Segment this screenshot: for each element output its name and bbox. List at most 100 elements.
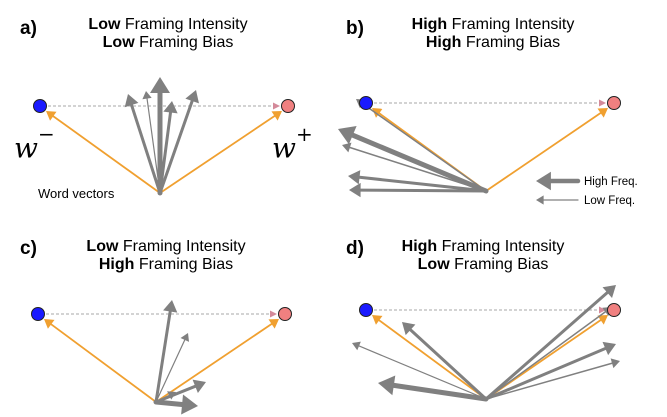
panel-a-word-vector-2-head xyxy=(142,91,152,100)
panel-d-word-vector-4-shaft xyxy=(484,291,609,401)
legend-high-label: High Freq. xyxy=(584,176,638,188)
panel-a-letter: a) xyxy=(20,18,37,39)
panel-b-bias-text: Framing Bias xyxy=(461,34,561,51)
panel-c-w-plus-node xyxy=(278,307,292,321)
panel-d-letter: d) xyxy=(346,238,364,259)
panel-d-intensity-level: High xyxy=(401,238,438,255)
panel-c-word-vector-2-head xyxy=(180,333,190,342)
panel-a-word-vector-3-head xyxy=(150,77,170,93)
panel-b-minus-vector-head xyxy=(372,108,383,118)
panel-b-word-vector-4-shaft xyxy=(358,175,488,193)
panel-d-word-vector-7-shaft xyxy=(485,311,607,400)
panel-d-title: High Framing Intensity Low Framing Bias xyxy=(390,238,576,274)
panel-a-minus-vector-shaft xyxy=(52,115,161,194)
panel-d-minus-vector-head xyxy=(372,315,383,325)
panel-c-word-vector-4-head xyxy=(181,394,198,415)
panel-c-word-vector-1-head xyxy=(163,300,178,313)
w-plus-sup: + xyxy=(295,122,313,146)
panel-b-plus-vector-shaft xyxy=(485,112,602,192)
panel-c-pole-axis-head xyxy=(270,310,277,318)
panel-a-word-vector-4-head xyxy=(163,101,178,114)
legend-low-label: Low Freq. xyxy=(584,195,636,207)
panel-d-word-vector-6-shaft xyxy=(485,362,613,400)
panel-b-intensity-level: High xyxy=(411,16,448,33)
panel-b-w-plus-node xyxy=(607,96,621,110)
legend-high-arrow-head xyxy=(536,171,551,191)
panel-c-plus-vector-head xyxy=(268,319,279,329)
w-plus-base: w xyxy=(272,131,296,165)
panel-d-word-vector-1-shaft xyxy=(409,328,488,401)
panel-a-word-vector-4-shaft xyxy=(158,111,172,195)
panel-a-pole-axis-head xyxy=(273,102,280,110)
panel-a-plus-vector-shaft xyxy=(159,115,276,194)
panel-a-intensity-level: Low xyxy=(88,16,121,33)
panel-c-minus-vector-head xyxy=(44,319,55,329)
panel-c-word-vector-5-head xyxy=(167,391,176,400)
panel-a-bias-text: Framing Bias xyxy=(134,34,234,51)
panel-a-minus-vector-head xyxy=(46,111,57,121)
panel-b-title: High Framing Intensity High Framing Bias xyxy=(400,16,586,52)
w-minus-label: w− xyxy=(14,122,55,165)
panel-b-pole-axis-head xyxy=(599,99,606,107)
panel-a-w-plus-node xyxy=(281,99,295,113)
panel-c-word-vector-3-head xyxy=(192,379,206,393)
panel-a-bias-level: Low xyxy=(102,34,135,51)
panel-c-bias-text: Framing Bias xyxy=(134,256,234,273)
panel-c-title: Low Framing Intensity High Framing Bias xyxy=(73,238,259,274)
panel-d-w-plus-node xyxy=(607,303,621,317)
word-vectors-label: Word vectors xyxy=(38,186,115,201)
panel-c-w-minus-node xyxy=(31,307,45,321)
panel-d-minus-vector-shaft xyxy=(378,319,487,400)
panel-d-word-vector-5-shaft xyxy=(484,347,607,401)
panel-d-w-minus-node xyxy=(359,303,373,317)
panel-d-word-vector-2-head xyxy=(352,341,361,351)
panel-d-word-vector-6-head xyxy=(610,358,620,369)
panel-d-pole-axis-head xyxy=(599,306,606,314)
panel-b-word-vector-4-head xyxy=(348,170,361,185)
panel-d-bias-text: Framing Bias xyxy=(449,256,549,273)
panel-c-word-vector-2-shaft xyxy=(155,339,186,403)
panel-b-letter: b) xyxy=(346,18,364,39)
panel-d-bias-level: Low xyxy=(417,256,450,273)
panel-c-intensity-level: Low xyxy=(86,238,119,255)
panel-c-plus-vector-shaft xyxy=(155,323,273,403)
panel-a-word-vector-5-shaft xyxy=(158,99,194,195)
panel-c-intensity-text: Framing Intensity xyxy=(118,238,246,255)
panel-a-w-minus-node xyxy=(33,99,47,113)
panel-d-intensity-text: Framing Intensity xyxy=(437,238,565,255)
w-minus-base: w xyxy=(14,131,38,165)
w-plus-label: w+ xyxy=(272,122,313,165)
panel-d-word-vector-5-head xyxy=(602,341,616,356)
panel-c-word-vector-5-shaft xyxy=(155,394,170,403)
panel-a-word-vector-1-head xyxy=(124,94,139,108)
panel-d-plus-vector-head xyxy=(597,315,608,325)
panel-c-word-vector-1-shaft xyxy=(154,309,172,404)
panel-b-word-vector-3-head xyxy=(342,142,352,153)
panel-d-word-vector-1-head xyxy=(402,322,416,336)
panel-a-word-vector-1-shaft xyxy=(130,103,162,195)
panel-a-intensity-text: Framing Intensity xyxy=(120,16,248,33)
panel-c-letter: c) xyxy=(20,238,37,259)
panel-d-word-vector-3-shaft xyxy=(391,382,489,402)
panel-b-word-vector-2-head xyxy=(338,125,357,145)
legend-low-arrow-head xyxy=(536,195,544,205)
panel-b-word-vector-1-shaft xyxy=(362,103,487,192)
panel-b-word-vector-3-shaft xyxy=(349,146,487,192)
panel-a-word-vector-5-head xyxy=(185,90,199,104)
panel-b-word-vector-5-shaft xyxy=(359,188,488,193)
panel-a-title: Low Framing Intensity Low Framing Bias xyxy=(78,16,258,52)
panel-d-word-vector-4-head xyxy=(602,285,616,299)
panel-b-w-minus-node xyxy=(359,96,373,110)
panel-d-word-vector-3-head xyxy=(378,375,396,396)
panel-b-word-vector-2-shaft xyxy=(350,132,489,194)
panel-c-minus-vector-shaft xyxy=(50,323,157,403)
panel-b-plus-vector-head xyxy=(597,108,608,118)
w-minus-sup: − xyxy=(37,122,55,146)
panel-c-word-vector-4-shaft xyxy=(153,399,185,407)
panel-d-word-vector-2-shaft xyxy=(358,345,487,400)
panel-b-bias-level: High xyxy=(425,34,462,51)
panel-c-bias-level: High xyxy=(98,256,135,273)
panel-b-word-vector-5-head xyxy=(349,182,361,198)
